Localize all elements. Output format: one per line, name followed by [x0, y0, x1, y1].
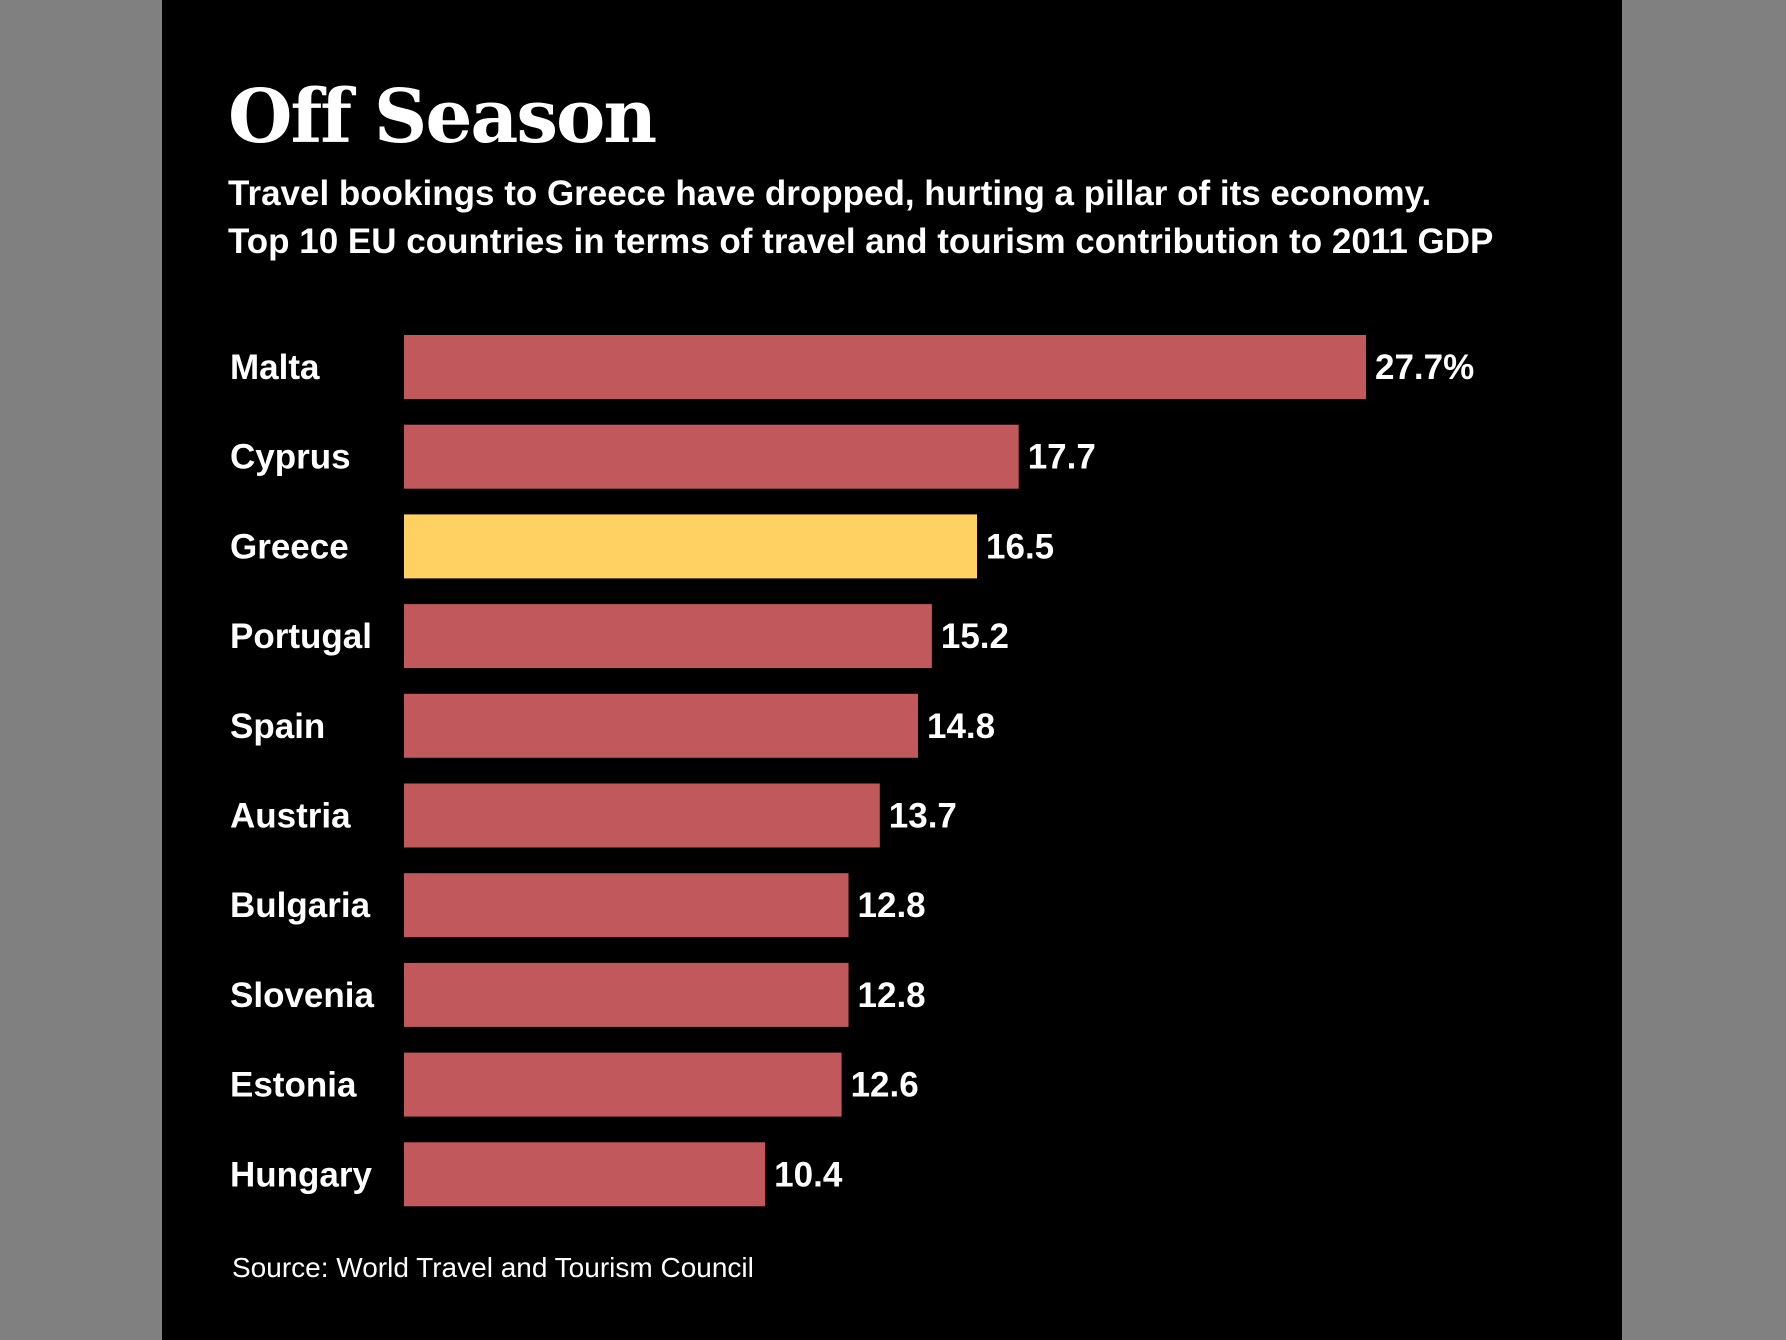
bar	[404, 873, 849, 938]
category-label: Slovenia	[230, 976, 374, 1015]
value-label: 17.7	[1028, 438, 1096, 477]
bar	[404, 783, 880, 848]
category-label: Bulgaria	[230, 886, 371, 925]
category-label: Portugal	[230, 617, 372, 656]
category-label: Estonia	[230, 1066, 357, 1105]
value-label: 12.6	[851, 1066, 919, 1105]
category-label: Hungary	[230, 1155, 373, 1194]
value-label: 13.7	[889, 797, 957, 836]
value-label: 14.8	[927, 707, 995, 746]
category-label: Greece	[230, 527, 349, 566]
bar	[404, 693, 918, 758]
bar-chart: Malta 27.7% Cyprus 17.7 Greece 16.5 Portugal 15…	[230, 335, 1474, 1207]
category-label: Spain	[230, 707, 325, 746]
value-label: 12.8	[858, 886, 926, 925]
bar	[404, 1142, 766, 1207]
value-label: 27.7%	[1375, 348, 1474, 387]
bar	[404, 424, 1019, 489]
value-label: 15.2	[941, 617, 1009, 656]
bar	[404, 335, 1366, 399]
value-label: 10.4	[774, 1155, 843, 1194]
chart-title: Off Season	[228, 74, 657, 160]
chart-subtitle-line-1: Travel bookings to Greece have dropped, …	[228, 174, 1432, 213]
value-label: 16.5	[986, 527, 1054, 566]
category-label: Malta	[230, 348, 320, 387]
bar	[404, 962, 849, 1027]
bar	[404, 1052, 842, 1117]
chart-subtitle-line-2: Top 10 EU countries in terms of travel a…	[228, 222, 1494, 261]
chart-source: Source: World Travel and Tourism Council	[232, 1252, 754, 1283]
value-label: 12.8	[858, 976, 926, 1015]
category-label: Austria	[230, 797, 351, 836]
bar	[404, 604, 932, 669]
bar-highlighted	[404, 514, 978, 579]
category-label: Cyprus	[230, 438, 351, 477]
chart-panel: Off Season Travel bookings to Greece hav…	[162, 0, 1622, 1340]
